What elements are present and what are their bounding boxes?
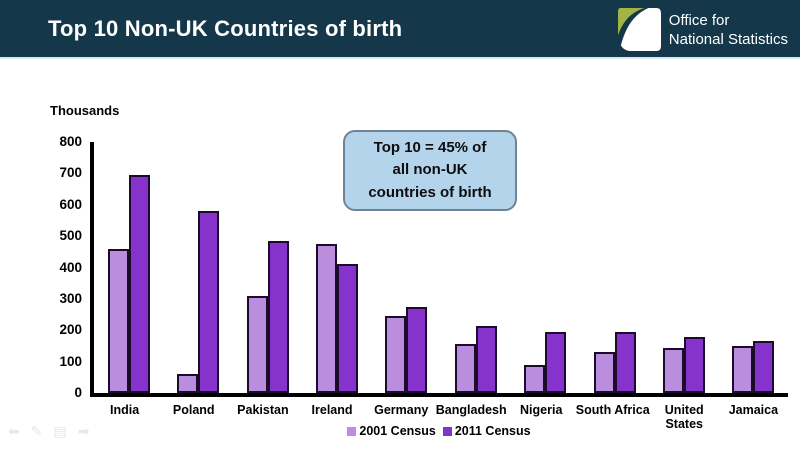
bar-group-jamaica: [719, 341, 788, 393]
previous-slide-button[interactable]: ⬅: [8, 423, 20, 439]
bar-group-germany: [372, 307, 441, 393]
callout-box: Top 10 = 45% of all non-UK countries of …: [343, 130, 517, 211]
y-axis-unit-label: Thousands: [50, 103, 120, 118]
ons-logo-icon: [617, 8, 661, 51]
bar-india-2001-census: [107, 249, 129, 393]
bar-jamaica-2001-census: [732, 346, 754, 393]
bar-group-pakistan: [233, 241, 302, 393]
y-tick-600: 600: [59, 196, 82, 212]
bar-nigeria-2011-census: [545, 332, 567, 393]
x-label-nigeria: Nigeria: [520, 403, 563, 417]
header-bar: Top 10 Non-UK Countries of birth Office …: [0, 0, 800, 59]
bar-group-south-africa: [580, 332, 649, 393]
chart-legend: 2001 Census 2011 Census: [90, 424, 788, 438]
bar-india-2011-census: [128, 175, 150, 393]
bar-group-india: [94, 175, 163, 393]
x-label-ireland: Ireland: [311, 403, 353, 417]
y-tick-200: 200: [59, 322, 82, 338]
pen-tool-button[interactable]: ✎: [30, 423, 43, 439]
y-axis-ticks: 0 100 200 300 400 500 600 700 800: [34, 134, 82, 400]
next-slide-button[interactable]: ➡: [77, 423, 90, 439]
ons-logo-line1: Office for: [668, 11, 730, 29]
ons-logo-text: Office for National Statistics: [669, 11, 788, 49]
y-tick-700: 700: [59, 165, 82, 181]
legend-swatch-2001-census: [347, 426, 357, 436]
legend-item-2011-census: 2011 Census: [442, 424, 531, 438]
bar-pakistan-2011-census: [267, 241, 289, 393]
x-label-pakistan: Pakistan: [237, 403, 289, 417]
page-title: Top 10 Non-UK Countries of birth: [48, 15, 403, 41]
bar-germany-2001-census: [385, 316, 407, 393]
y-tick-500: 500: [59, 228, 82, 244]
ons-logo: Office for National Statistics: [617, 8, 788, 51]
bar-group-nigeria: [510, 332, 579, 393]
bar-united-states-2011-census: [683, 337, 705, 393]
y-tick-0: 0: [74, 385, 82, 400]
bar-united-states-2001-census: [662, 348, 684, 393]
bar-nigeria-2001-census: [524, 365, 546, 393]
bar-pakistan-2001-census: [246, 296, 268, 393]
bar-group-bangladesh: [441, 326, 510, 393]
bar-ireland-2011-census: [336, 264, 358, 393]
bar-bangladesh-2001-census: [454, 344, 476, 393]
bar-poland-2001-census: [177, 374, 199, 393]
bar-south-africa-2001-census: [593, 352, 615, 393]
legend-label: 2001 Census: [359, 424, 436, 438]
y-tick-800: 800: [59, 134, 82, 149]
y-tick-100: 100: [59, 353, 82, 369]
bar-bangladesh-2011-census: [475, 326, 497, 393]
presenter-controls: ⬅ ✎ ▤ ➡: [8, 424, 89, 438]
bar-ireland-2001-census: [315, 244, 337, 393]
bar-south-africa-2011-census: [614, 332, 636, 393]
legend-label: 2011 Census: [454, 424, 531, 438]
x-label-text: United States: [664, 403, 704, 431]
bar-chart-plot-area: [90, 142, 788, 397]
bar-group-united-states: [649, 337, 718, 393]
x-label-united-states: United States: [650, 403, 719, 431]
x-label-south-africa: South Africa: [575, 403, 650, 417]
legend-item-2001-census: 2001 Census: [347, 424, 436, 438]
y-tick-300: 300: [59, 290, 82, 306]
x-label-india: India: [109, 403, 140, 417]
x-label-poland: Poland: [172, 403, 215, 417]
y-tick-400: 400: [59, 259, 82, 275]
bar-germany-2011-census: [406, 307, 428, 393]
x-label-bangladesh: Bangladesh: [435, 403, 507, 417]
x-label-germany: Germany: [374, 403, 429, 417]
x-label-jamaica: Jamaica: [728, 403, 779, 417]
bar-group-ireland: [302, 244, 371, 393]
legend-swatch-2011-census: [442, 426, 452, 436]
bar-poland-2011-census: [198, 211, 220, 393]
ons-logo-line2: National Statistics: [668, 30, 788, 48]
slide-menu-button[interactable]: ▤: [53, 423, 67, 439]
bar-jamaica-2011-census: [753, 341, 775, 393]
x-axis-labels: India Poland Pakistan Ireland Germany Banglad…: [90, 403, 788, 431]
bar-group-poland: [163, 211, 232, 393]
